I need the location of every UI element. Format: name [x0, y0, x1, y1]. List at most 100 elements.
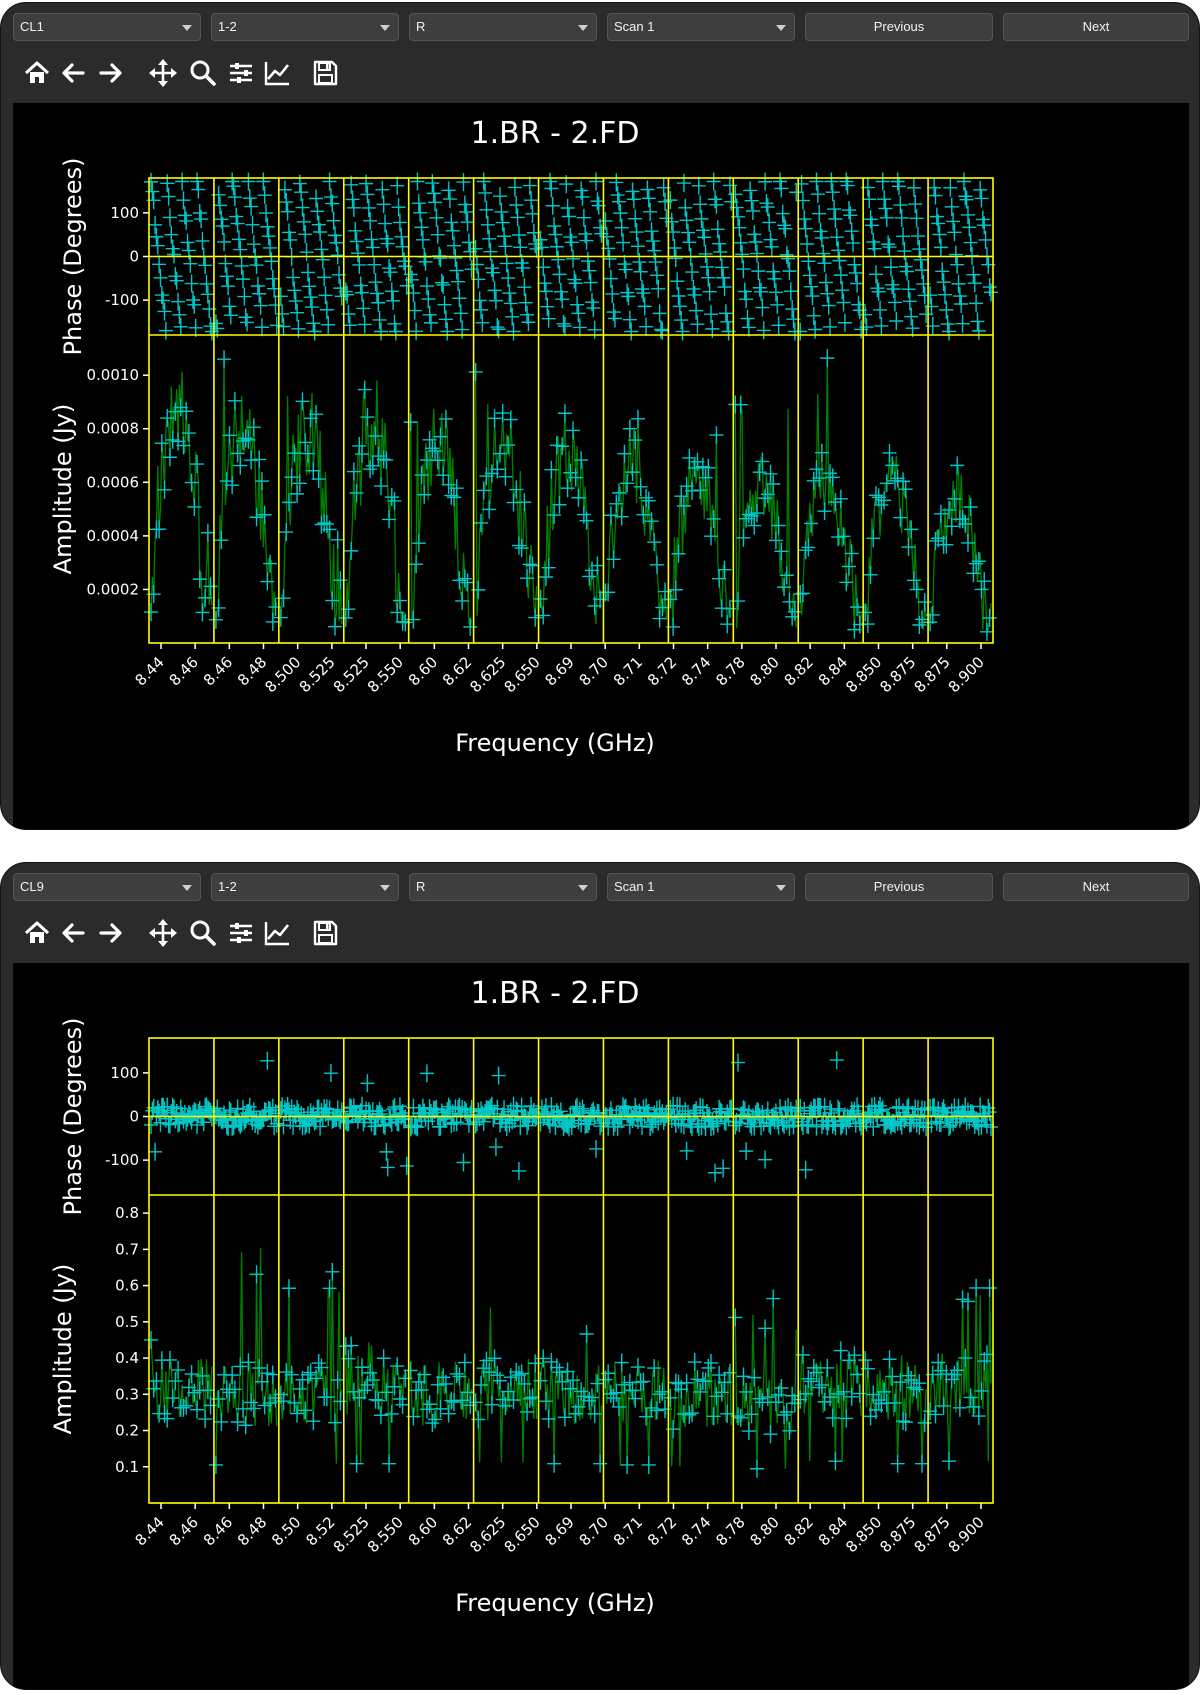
- data-point: [414, 466, 429, 485]
- home-icon[interactable]: [21, 917, 53, 949]
- data-point: [768, 531, 783, 550]
- data-point: [230, 1412, 245, 1431]
- data-point: [812, 204, 827, 223]
- chevron-down-icon: [380, 885, 390, 891]
- x-tick-label: 8.78: [712, 653, 748, 689]
- data-point: [652, 609, 667, 628]
- data-point: [223, 306, 238, 325]
- data-point: [185, 1104, 200, 1123]
- data-point: [346, 198, 361, 217]
- data-point: [960, 1292, 975, 1311]
- data-point: [214, 210, 229, 229]
- data-point: [179, 402, 194, 421]
- data-point: [614, 218, 629, 237]
- data-point: [233, 456, 248, 475]
- data-point: [970, 312, 985, 331]
- data-point: [629, 223, 644, 242]
- save-icon[interactable]: [309, 917, 341, 949]
- zoom-icon[interactable]: [187, 917, 219, 949]
- data-point: [801, 1369, 816, 1388]
- data-point: [245, 215, 260, 234]
- figure-canvas[interactable]: 1.BR - 2.FD Phase (Degrees) Amplitude (Jy)…: [13, 963, 1189, 1689]
- data-point: [760, 198, 775, 217]
- data-point: [236, 432, 250, 451]
- data-point: [449, 1364, 464, 1383]
- data-point: [350, 244, 365, 263]
- forward-arrow-icon[interactable]: [95, 917, 127, 949]
- previous-button[interactable]: Previous: [805, 873, 993, 901]
- data-point: [847, 255, 862, 274]
- previous-button[interactable]: Previous: [805, 13, 993, 41]
- data-point: [460, 1383, 475, 1402]
- data-point: [249, 508, 264, 527]
- data-point: [836, 293, 851, 312]
- source-select[interactable]: CL9: [13, 873, 201, 901]
- forward-arrow-icon[interactable]: [95, 57, 127, 89]
- data-point: [675, 322, 690, 341]
- pan-icon[interactable]: [147, 917, 179, 949]
- data-point: [426, 184, 441, 203]
- edit-axes-icon[interactable]: [261, 57, 293, 89]
- data-point: [739, 509, 754, 528]
- scan-select[interactable]: Scan 1: [607, 13, 795, 41]
- data-point: [679, 1373, 694, 1392]
- data-point: [537, 274, 552, 293]
- data-point: [184, 473, 199, 492]
- data-point: [598, 211, 613, 230]
- data-point: [821, 296, 836, 315]
- data-point: [833, 489, 848, 508]
- x-tick-label: 8.625: [466, 1513, 509, 1556]
- baseline-select[interactable]: 1-2: [211, 13, 399, 41]
- home-icon[interactable]: [21, 57, 53, 89]
- next-button[interactable]: Next: [1003, 13, 1189, 41]
- data-point: [495, 213, 510, 232]
- data-point: [330, 1370, 345, 1389]
- data-point: [257, 186, 272, 205]
- source-select[interactable]: CL1: [13, 13, 201, 41]
- configure-subplots-icon[interactable]: [225, 57, 257, 89]
- data-point: [882, 1350, 897, 1369]
- data-point: [248, 248, 263, 267]
- data-point: [805, 1108, 820, 1127]
- data-point: [586, 299, 601, 318]
- data-point: [291, 1103, 306, 1122]
- next-button[interactable]: Next: [1003, 873, 1189, 901]
- data-point: [889, 312, 904, 331]
- data-point: [877, 190, 892, 209]
- scan-select[interactable]: Scan 1: [607, 873, 795, 901]
- data-point: [744, 191, 759, 210]
- data-point: [923, 1402, 938, 1421]
- x-tick-label: 8.80: [746, 653, 782, 689]
- data-point: [476, 481, 491, 500]
- data-point: [894, 208, 909, 227]
- data-point: [302, 1115, 317, 1134]
- data-point: [691, 176, 706, 195]
- data-point: [763, 230, 778, 249]
- data-point: [540, 297, 555, 316]
- data-point: [356, 299, 371, 318]
- data-point: [275, 304, 290, 323]
- data-point: [365, 238, 380, 257]
- baseline-select[interactable]: 1-2: [211, 873, 399, 901]
- data-point: [847, 620, 862, 639]
- polarization-select[interactable]: R: [409, 873, 597, 901]
- back-arrow-icon[interactable]: [57, 57, 89, 89]
- data-point: [363, 1363, 378, 1382]
- data-point: [647, 533, 662, 552]
- data-point: [338, 282, 353, 301]
- data-point: [249, 256, 264, 275]
- zoom-icon[interactable]: [187, 57, 219, 89]
- pan-icon[interactable]: [147, 57, 179, 89]
- figure-canvas[interactable]: 1.BR - 2.FD Phase (Degrees) Amplitude (Jy)…: [13, 103, 1189, 829]
- chart-svg: 1.BR - 2.FD Phase (Degrees) Amplitude (Jy)…: [49, 116, 998, 757]
- back-arrow-icon[interactable]: [57, 917, 89, 949]
- save-icon[interactable]: [309, 57, 341, 89]
- data-point: [349, 1454, 364, 1473]
- data-point: [552, 1363, 567, 1382]
- edit-axes-icon[interactable]: [261, 917, 293, 949]
- data-point: [679, 477, 694, 496]
- polarization-select[interactable]: R: [409, 13, 597, 41]
- data-point: [217, 232, 232, 251]
- data-point: [824, 1103, 839, 1122]
- configure-subplots-icon[interactable]: [225, 917, 257, 949]
